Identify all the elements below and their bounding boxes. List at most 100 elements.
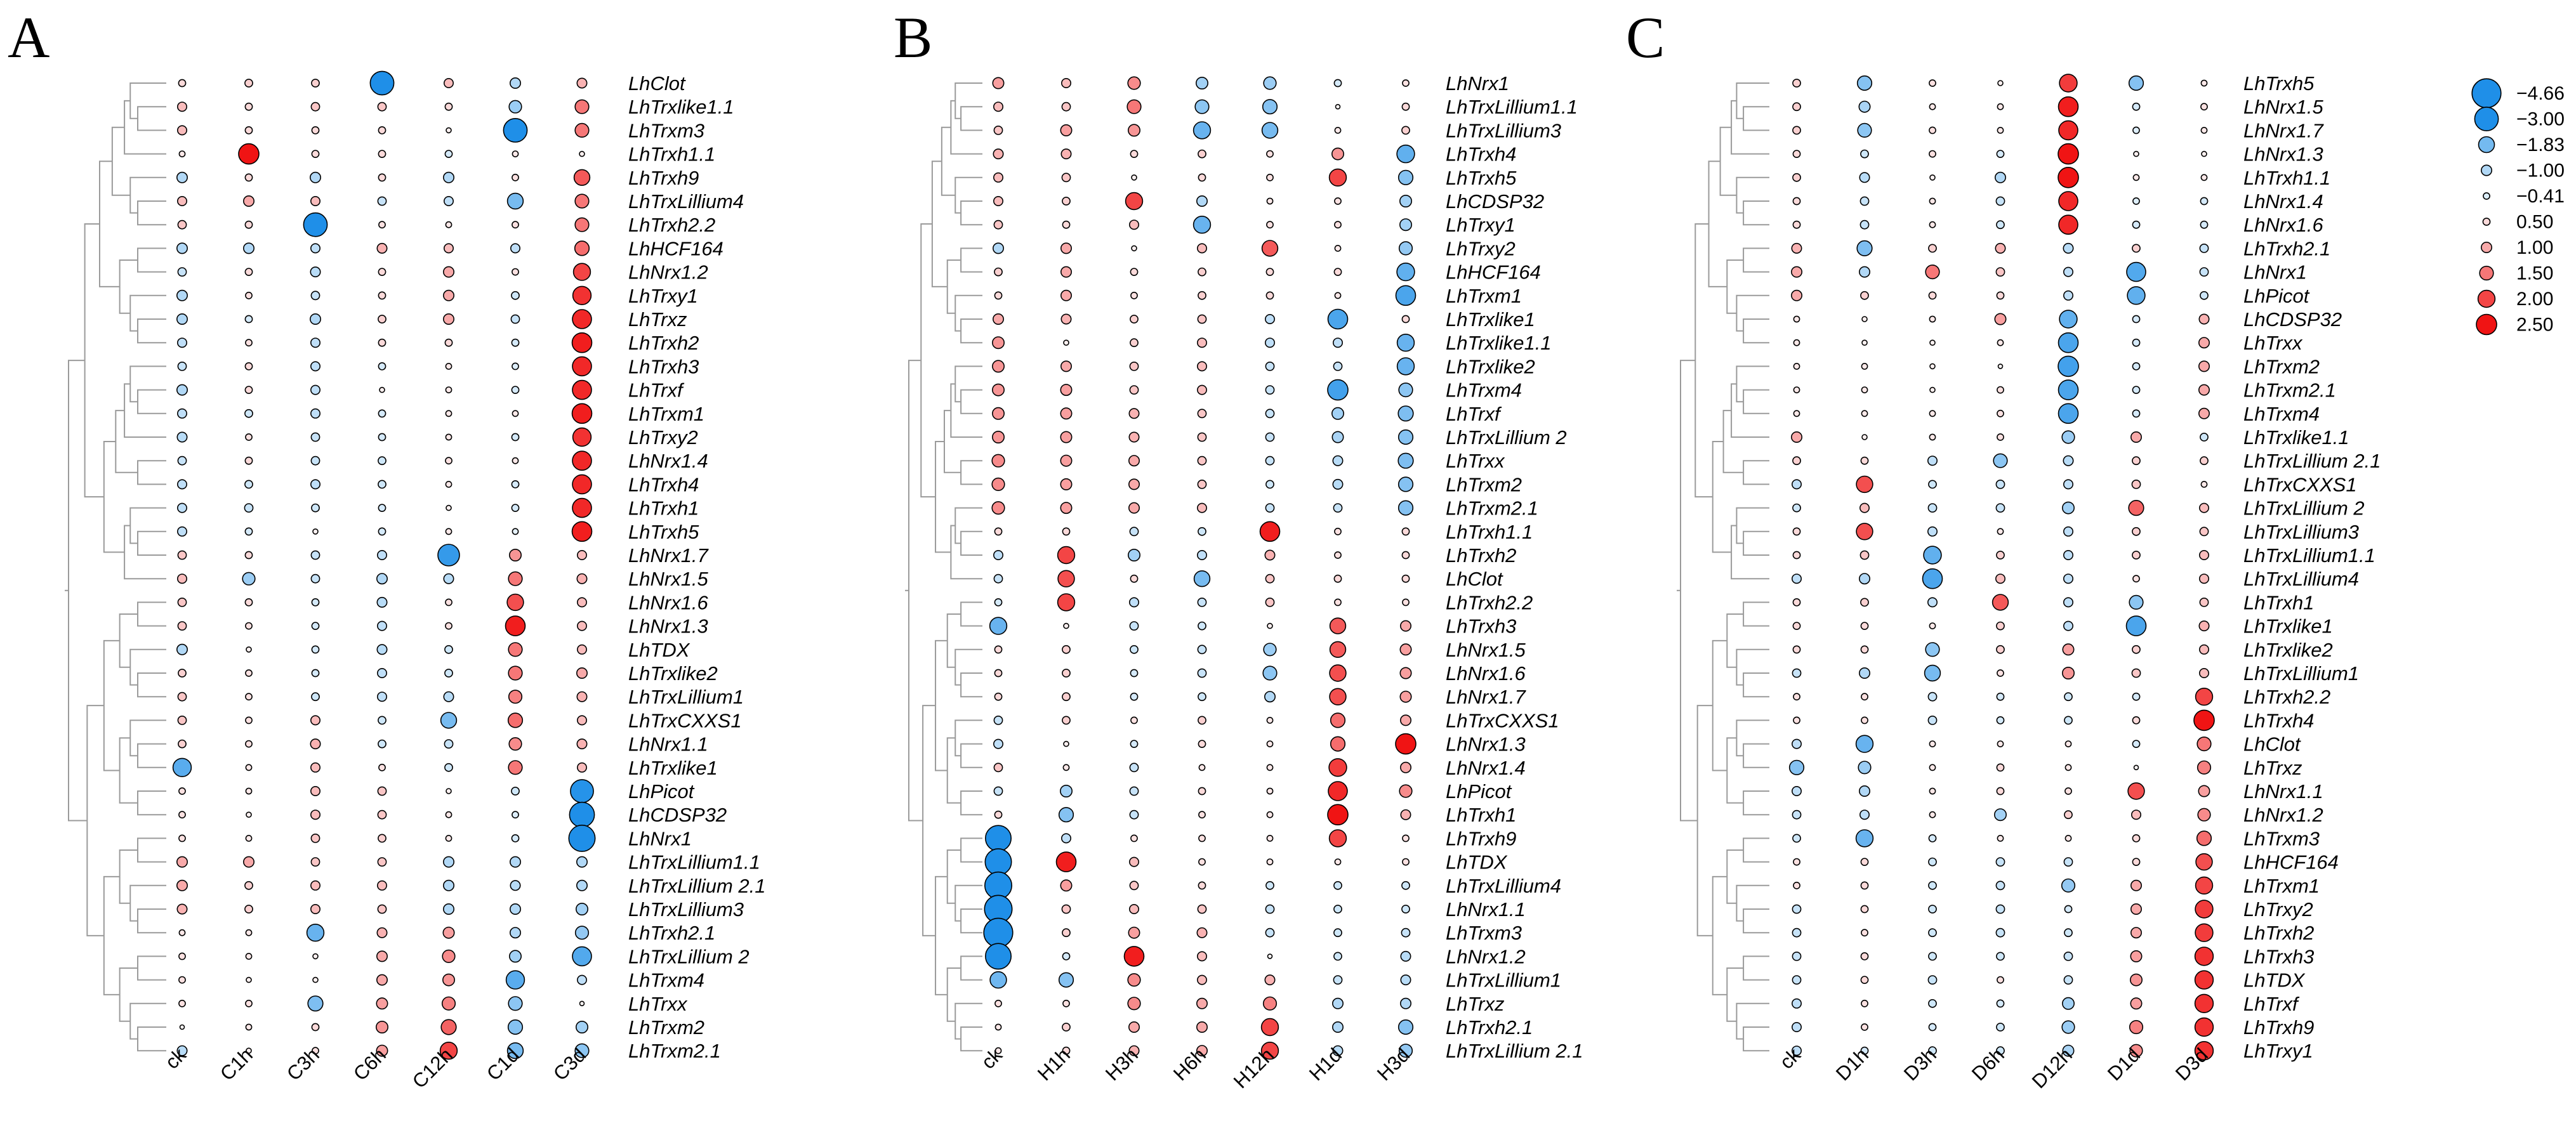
gene-label: LhTrxlike1 [628, 757, 718, 779]
dot-LhTrxLillium1.1-C3d [576, 856, 588, 868]
dot-LhTrxy1-H1d [1334, 221, 1342, 229]
dot-LhNrx1.4-D1d [2132, 197, 2140, 205]
dot-LhTrxm2.1-C3h [312, 1047, 319, 1055]
dot-LhTrxm3-H6h [1196, 927, 1208, 938]
dot-LhTrxy1-H1h [1062, 220, 1071, 229]
dot-LhTrxLillium 2-H1h [1060, 431, 1073, 443]
dot-LhNrx1-H6h [1196, 77, 1209, 90]
dot-LhNrx1.3-H3h [1130, 740, 1139, 748]
dot-LhTrxh1-C1d [511, 504, 520, 512]
dot-LhTrxm2-C1h [245, 1023, 253, 1031]
dot-LhNrx1.7-H3d [1399, 690, 1412, 703]
dot-LhCDSP32-C6h [377, 809, 387, 820]
dot-LhTDX-H1h [1055, 851, 1077, 872]
dot-LhTrxm3-H3h [1128, 926, 1140, 939]
dot-LhTrxCXXS1-C3d [576, 715, 587, 726]
dot-LhNrx1.7-C1d [508, 548, 522, 561]
dot-LhNrx1.6-D3h [1929, 221, 1936, 228]
gene-label: LhTrxLillium 2.1 [1446, 1040, 1583, 1062]
dot-LhTrxh3-D1h [1860, 952, 1869, 960]
dot-LhTrxy1-ck [993, 220, 1003, 230]
dot-LhPicot-C3d [570, 779, 594, 803]
dot-LhTrxh9-H1h [1061, 833, 1072, 844]
dot-LhTrxy2-C12h [445, 433, 452, 441]
dot-LhTrxh2-D1d [2130, 927, 2143, 939]
dot-LhTrxh2.2-H3d [1402, 598, 1410, 606]
dot-LhTrxLillium3-D12h [2063, 526, 2074, 537]
dot-LhTrxlike1.1-H6h [1197, 338, 1208, 348]
dot-LhNrx1.3-ck [177, 621, 187, 631]
dot-LhTrxh2.2-D3d [2195, 687, 2214, 706]
dot-LhClot-ck [993, 574, 1003, 584]
dot-LhNrx1.5-D1d [2132, 102, 2141, 111]
dot-LhTrxm2-C6h [375, 1021, 388, 1034]
dot-LhPicot-H1d [1328, 781, 1348, 801]
dot-LhTrxLillium1.1-C1d [509, 856, 521, 868]
dot-LhTrxz-C1d [510, 314, 520, 324]
dot-LhTrxh2.2-C1h [244, 220, 253, 229]
dot-LhTrxx-C1d [508, 996, 523, 1011]
dot-LhTrxLillium1-D1h [1859, 667, 1871, 679]
tree-branch-17 [1736, 507, 1769, 544]
panel-letter: A [8, 5, 50, 70]
dot-LhTrxh5-D3d [2200, 79, 2208, 87]
dot-LhNrx1.6-D3d [2200, 220, 2209, 229]
dot-LhTDX-C1h [246, 646, 252, 653]
dot-LhTrxy2-C3h [310, 432, 320, 442]
tree-branch-5 [111, 126, 131, 196]
dot-LhTrxh2.1-D6h [1995, 242, 2006, 254]
dot-LhTrxLillium 2-C6h [376, 950, 388, 962]
dot-LhTrxh4-D12h [2064, 716, 2073, 725]
dot-LhTrxm2.1-D6h [1997, 386, 2004, 394]
dot-LhTrxLillium1-C3h [311, 692, 320, 702]
dot-LhTrxm4-C1h [246, 976, 252, 983]
dot-LhTrxh5-D3h [1929, 79, 1936, 87]
dot-LhTrxLillium4-D3d [2199, 574, 2210, 584]
dot-LhPicot-C1d [511, 787, 520, 796]
dot-LhTrxLillium4-C1d [506, 192, 524, 210]
dot-LhNrx1-D3h [1925, 265, 1940, 280]
dot-LhTrxm1-C12h [445, 410, 452, 417]
dot-LhTrxm2.1-H3h [1128, 502, 1140, 514]
dot-LhTrxm1-ck [994, 291, 1003, 300]
dot-LhTrxh1-H12h [1266, 811, 1274, 818]
dot-LhNrx1.7-D6h [1997, 126, 2004, 134]
dot-LhTrxlike1-H3d [1401, 315, 1410, 324]
dot-LhNrx1.2-ck [1792, 809, 1802, 820]
dot-LhTrxLillium1-ck [989, 971, 1007, 989]
dot-LhTrxlike2-H1d [1333, 362, 1343, 371]
dot-LhTrxh1.1-H3d [1401, 527, 1410, 536]
dot-LhTrxh1-D1h [1860, 598, 1869, 607]
dot-LhTrxLillium1-D3h [1924, 664, 1941, 682]
dot-LhTrxCXXS1-H1d [1330, 712, 1346, 728]
dot-LhTrxy2-ck [993, 242, 1005, 254]
dot-LhTrxm3-D1h [1855, 829, 1874, 848]
dot-LhTrxh3-D1d [2130, 950, 2143, 962]
dot-LhPicot-D1d [2127, 286, 2146, 305]
dot-LhPicot-C3h [310, 786, 320, 797]
dot-LhTrxLillium1.1-H12h [1262, 99, 1278, 115]
dot-LhCDSP32-ck [1793, 315, 1800, 323]
tree-branch-22 [137, 672, 166, 698]
gene-label: LhTrxh3 [2243, 945, 2314, 967]
dot-LhHCF164-D3d [2195, 853, 2213, 871]
dot-LhTrxLillium4-H12h [1265, 881, 1274, 890]
dot-LhTrxm3-ck [176, 125, 187, 136]
dot-LhPicot-H12h [1266, 787, 1274, 795]
dot-LhTrxh1.1-ck [994, 527, 1003, 536]
dot-LhTrxf-ck [176, 384, 188, 396]
dot-LhTrxh5-ck [1792, 79, 1801, 88]
dot-LhTrxm2.1-D3h [1929, 386, 1936, 393]
dot-LhTrxlike1.1-D3d [2200, 433, 2209, 442]
dot-LhTrxh4-H3h [1130, 150, 1139, 158]
gene-label: LhTrxlike2 [1446, 355, 1535, 377]
dot-LhNrx1.1-D3d [2198, 785, 2210, 797]
dot-LhTrxLillium 2.1-D3h [1927, 456, 1938, 466]
dot-LhTrxLillium1-C12h [443, 691, 454, 702]
dot-LhNrx1-C6h [378, 834, 386, 843]
dot-LhTrxm2-D1h [1861, 363, 1868, 370]
dot-LhTrxy2-C1h [245, 433, 253, 441]
gene-label: LhNrx1.1 [628, 733, 708, 756]
legend-label: 1.00 [2516, 237, 2553, 258]
dot-LhNrx1.7-H12h [1264, 691, 1276, 703]
